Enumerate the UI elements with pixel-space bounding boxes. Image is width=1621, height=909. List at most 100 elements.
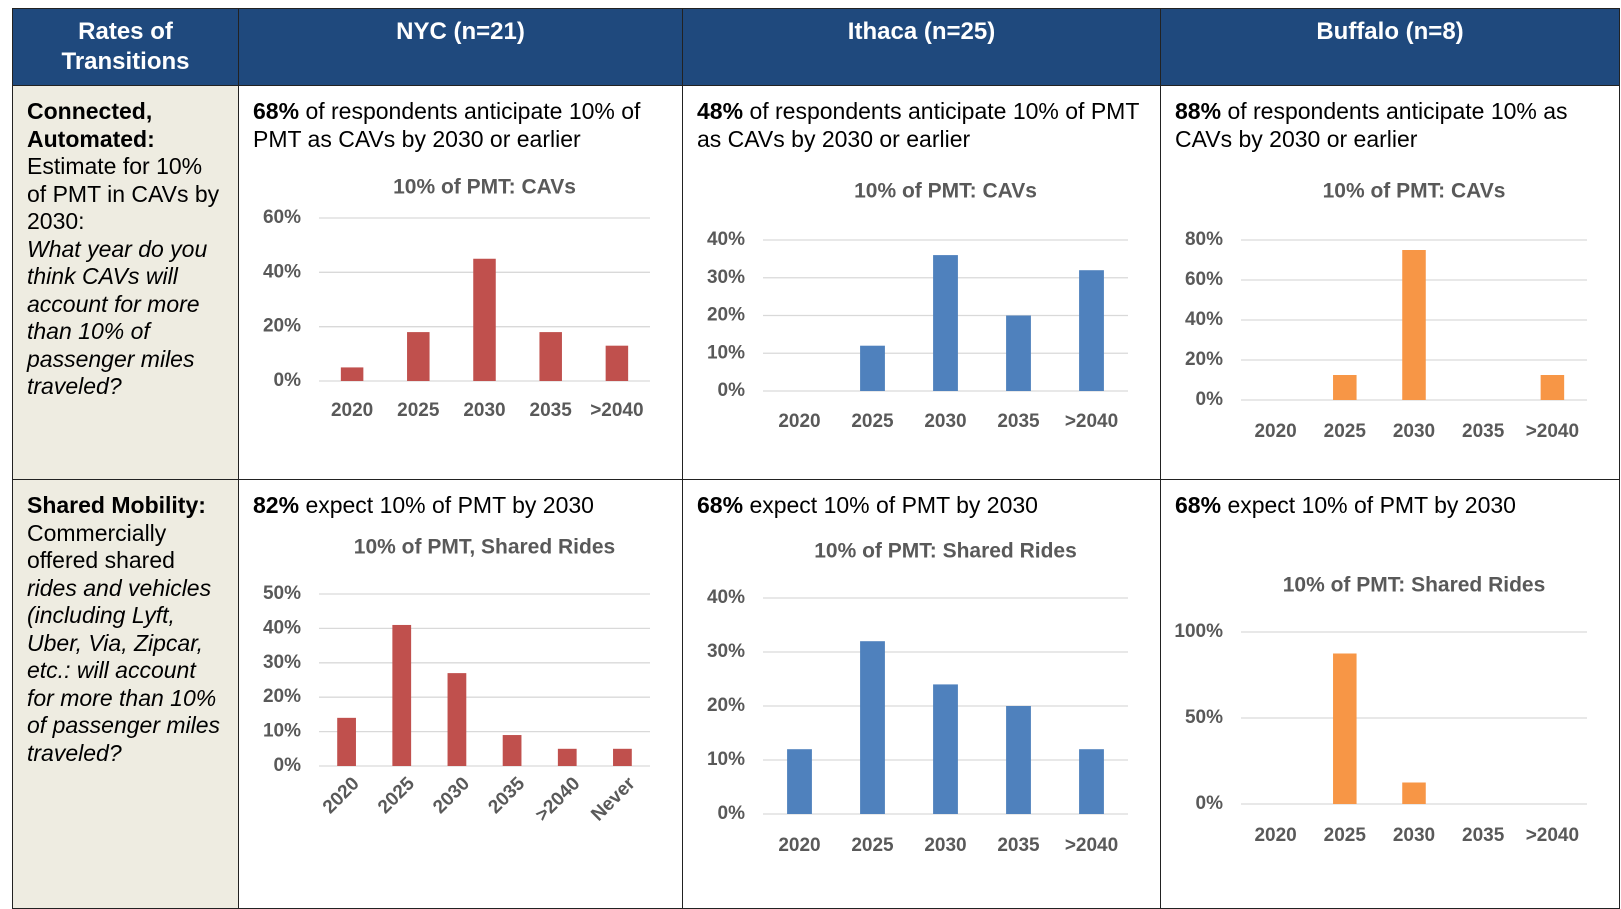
cell-text: 68% expect 10% of PMT by 2030 — [1175, 492, 1609, 520]
cell-text-body: of respondents anticipate 10% of PMT as … — [697, 98, 1139, 152]
chart-title: 10% of PMT: Shared Rides — [814, 540, 1077, 563]
label-bold: Shared Mobility: — [27, 492, 206, 518]
x-tick-label: 2020 — [1254, 825, 1296, 846]
y-tick-label: 20% — [263, 316, 301, 337]
cell-text: 88% of respondents anticipate 10% as CAV… — [1175, 98, 1609, 153]
x-tick-label: 2030 — [463, 400, 505, 421]
table-cell: 48% of respondents anticipate 10% of PMT… — [682, 85, 1161, 480]
row-label: Connected, Automated: Estimate for 10% o… — [12, 85, 239, 480]
x-tick-label: >2040 — [1065, 411, 1118, 432]
y-tick-label: 40% — [707, 229, 745, 250]
bar — [502, 735, 522, 766]
x-tick-label: >2040 — [1526, 825, 1579, 846]
y-tick-label: 0% — [1196, 793, 1224, 814]
y-tick-label: 30% — [707, 267, 745, 288]
y-tick-label: 10% — [707, 342, 745, 363]
cell-text: 48% of respondents anticipate 10% of PMT… — [697, 98, 1150, 153]
chart-title: 10% of PMT: CAVs — [854, 180, 1037, 203]
label-bold: Connected, Automated: — [27, 98, 155, 152]
y-tick-label: 0% — [274, 370, 302, 391]
bar — [337, 717, 356, 766]
cell-text-bold: 88% — [1175, 98, 1222, 124]
x-tick-label: Never — [587, 773, 640, 826]
y-tick-label: 20% — [263, 686, 301, 707]
y-tick-label: 30% — [263, 652, 301, 673]
y-tick-label: 20% — [707, 695, 745, 716]
y-tick-label: 40% — [263, 617, 301, 638]
bar — [392, 624, 412, 766]
label-normal: Commercially offered shared — [27, 519, 175, 574]
x-tick-label: 2030 — [924, 835, 966, 856]
bar — [539, 332, 562, 381]
cell-text-bold: 68% — [1175, 492, 1222, 518]
cell-text-bold: 68% — [697, 492, 744, 518]
y-tick-label: 0% — [718, 380, 746, 401]
chart-title: 10% of PMT: CAVs — [393, 176, 576, 199]
y-tick-label: 0% — [274, 755, 302, 776]
x-tick-label: 2035 — [530, 400, 573, 421]
bar — [407, 332, 430, 381]
table-cell: 82% expect 10% of PMT by 2030 10% of PMT,… — [238, 479, 683, 909]
cell-text: 68% expect 10% of PMT by 2030 — [697, 492, 1150, 520]
x-tick-label: 2035 — [997, 835, 1040, 856]
y-tick-label: 40% — [707, 587, 745, 608]
cell-text: 82% expect 10% of PMT by 2030 — [253, 492, 672, 520]
x-tick-label: 2020 — [1254, 421, 1296, 442]
row-label: Shared Mobility: Commercially offered sh… — [12, 479, 239, 909]
y-tick-label: 20% — [707, 305, 745, 326]
x-tick-label: 2030 — [1393, 421, 1435, 442]
cell-text-body: of respondents anticipate 10% as CAVs by… — [1175, 98, 1568, 152]
x-tick-label: 2025 — [851, 411, 894, 432]
bar — [1079, 270, 1104, 391]
header-cell: NYC (n=21) — [238, 8, 683, 86]
x-tick-label: 2030 — [924, 411, 966, 432]
y-tick-label: 0% — [1196, 389, 1224, 410]
y-tick-label: 40% — [1185, 309, 1223, 330]
bar — [860, 345, 885, 391]
label-italic: What year do you think CAVs will account… — [27, 235, 208, 400]
chart-title: 10% of PMT: CAVs — [1323, 180, 1506, 203]
cell-text-bold: 82% — [253, 492, 300, 518]
table-cell: 68% expect 10% of PMT by 2030 10% of PMT:… — [682, 479, 1161, 909]
bar — [860, 641, 885, 814]
x-tick-label: 2035 — [997, 411, 1040, 432]
x-tick-label: 2020 — [319, 773, 364, 818]
chart: 10% of PMT: CAVs 0% 20% 40% 60% 2020 2025 2030 2… — [263, 176, 650, 421]
bar — [1333, 375, 1357, 400]
x-tick-label: 2020 — [778, 835, 820, 856]
label-normal: Estimate for 10% of PMT in CAVs by 2030: — [27, 153, 220, 234]
bar — [1402, 250, 1426, 400]
bar — [605, 345, 629, 381]
bar — [473, 258, 496, 381]
bar — [1333, 653, 1357, 804]
bar — [557, 748, 577, 766]
x-tick-label: 2025 — [397, 400, 440, 421]
y-tick-label: 0% — [718, 803, 746, 824]
bar — [787, 749, 812, 814]
label-italic: rides and vehicles (including Lyft, Uber… — [27, 574, 221, 766]
y-tick-label: 80% — [1185, 229, 1223, 250]
y-tick-label: 20% — [1185, 349, 1223, 370]
header-text: Buffalo (n=8) — [1316, 18, 1464, 45]
x-tick-label: 2020 — [778, 411, 820, 432]
chart: 10% of PMT: CAVs 0% 20% 40% 60% 80% 2020 2025 20… — [1185, 180, 1587, 442]
x-tick-label: 2020 — [331, 400, 373, 421]
chart: 10% of PMT, Shared Rides 0% 10% 20% 30% 40% 50… — [263, 536, 650, 826]
chart-title: 10% of PMT: Shared Rides — [1283, 574, 1546, 597]
cell-text-bold: 48% — [697, 98, 744, 124]
x-tick-label: 2025 — [374, 773, 419, 818]
chart-title: 10% of PMT, Shared Rides — [354, 536, 615, 559]
bar — [1006, 706, 1031, 814]
x-tick-label: >2040 — [1065, 835, 1118, 856]
chart: 10% of PMT: Shared Rides 0% 10% 20% 30% 40% 20… — [707, 540, 1128, 856]
x-tick-label: 2035 — [1462, 421, 1505, 442]
x-tick-label: >2040 — [1526, 421, 1579, 442]
bar — [1079, 749, 1104, 814]
cell-text-body: of respondents anticipate 10% of PMT as … — [253, 98, 641, 152]
chart: 10% of PMT: Shared Rides 0% 50% 100% 2020 202… — [1174, 574, 1587, 846]
y-tick-label: 100% — [1174, 621, 1223, 642]
header-cell: Buffalo (n=8) — [1160, 8, 1620, 86]
cell-text-bold: 68% — [253, 98, 300, 124]
bar — [1006, 315, 1031, 391]
